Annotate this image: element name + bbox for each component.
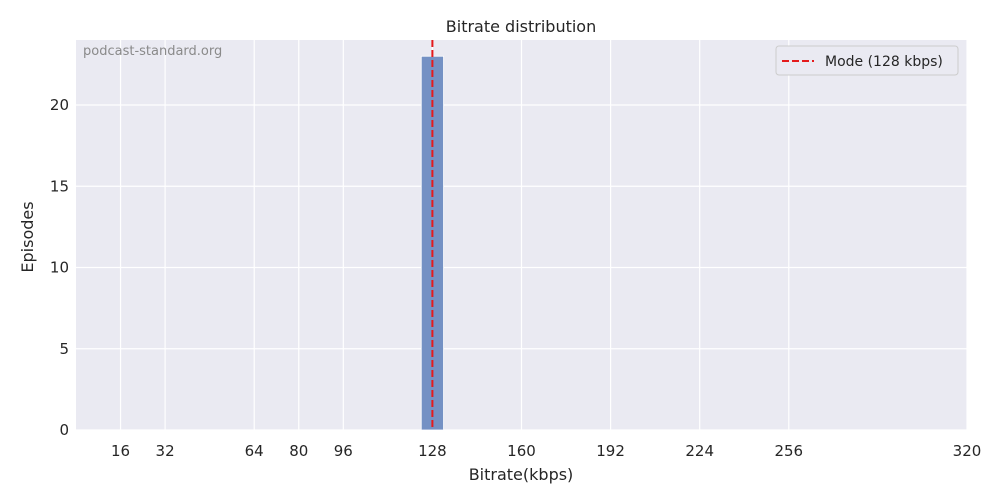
x-tick-label: 16 bbox=[111, 442, 130, 460]
y-tick-label: 15 bbox=[50, 177, 69, 195]
watermark-text: podcast-standard.org bbox=[83, 44, 222, 59]
x-axis-ticks: 16 32 64 80 96 128 160 192 224 256 320 bbox=[111, 442, 981, 460]
legend-box bbox=[775, 45, 959, 76]
x-tick-label: 128 bbox=[418, 442, 447, 460]
x-tick-label: 160 bbox=[507, 442, 536, 460]
legend: Mode (128 kbps) bbox=[775, 45, 959, 76]
x-tick-label: 64 bbox=[245, 442, 264, 460]
x-tick-label: 192 bbox=[596, 442, 625, 460]
x-tick-label: 80 bbox=[289, 442, 308, 460]
y-tick-label: 20 bbox=[50, 96, 69, 114]
chart-title: Bitrate distribution bbox=[446, 17, 596, 36]
x-tick-label: 256 bbox=[774, 442, 803, 460]
grid bbox=[76, 40, 968, 431]
x-axis-label: Bitrate(kbps) bbox=[469, 465, 574, 484]
y-tick-label: 5 bbox=[59, 340, 69, 358]
legend-label-mode: Mode (128 kbps) bbox=[825, 54, 943, 70]
y-tick-label: 0 bbox=[59, 421, 69, 439]
y-tick-label: 10 bbox=[50, 259, 69, 277]
x-tick-label: 32 bbox=[156, 442, 175, 460]
x-tick-label: 224 bbox=[685, 442, 714, 460]
y-axis-label: Episodes bbox=[18, 201, 37, 272]
x-tick-label: 320 bbox=[953, 442, 982, 460]
x-tick-label: 96 bbox=[334, 442, 353, 460]
y-axis-ticks: 0 5 10 15 20 bbox=[50, 96, 69, 439]
